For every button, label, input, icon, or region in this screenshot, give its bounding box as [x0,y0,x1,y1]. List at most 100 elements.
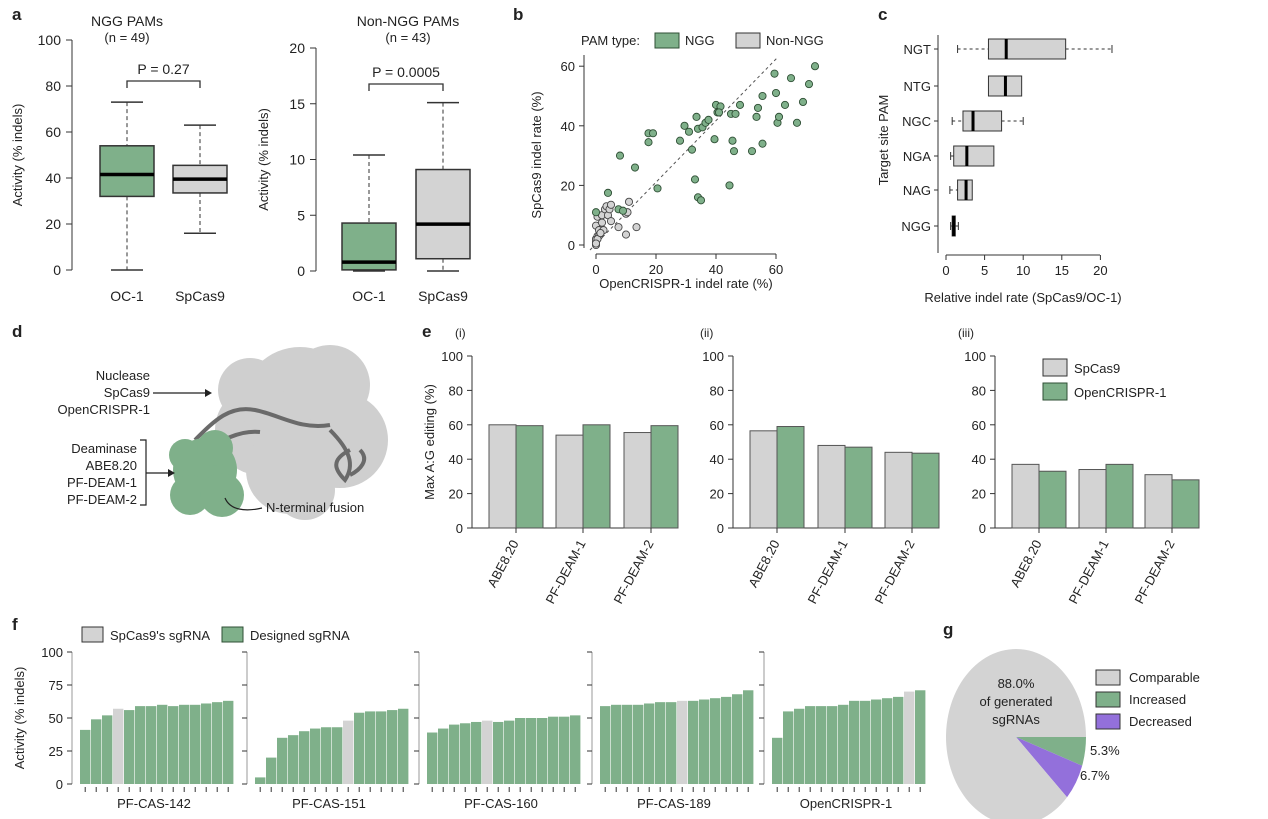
bar-designed-sgrna [460,723,471,784]
bar-designed-sgrna [354,712,365,784]
y-tick-label: 0 [979,521,986,536]
y-tick-label: 100 [41,645,63,660]
panel-letter-d: d [12,322,22,341]
bar-chart-f-1: 0 25 50 75 100 PF-CAS-142 Activity (% indels) S… [12,626,350,811]
deaminase-bracket [140,439,168,506]
point-ngg [591,208,601,217]
panel-letter-e: e [422,322,431,341]
deaminase-label: Deaminase [71,441,137,456]
x-tick-label: 5 [981,263,988,278]
point-ngg [770,69,779,78]
bar-designed-sgrna [805,706,816,784]
x-tick-label: 20 [649,262,663,277]
bar-designed-sgrna [849,700,860,784]
box-nga [953,145,995,167]
bar-designed-sgrna [157,704,168,784]
y-tick-label: 50 [49,711,63,726]
pie-chart: 88.0% of generated sgRNAs 5.3% 6.7% Comparabl… [946,649,1200,819]
y-tick-label: 25 [49,744,63,759]
point-ngg [644,138,653,147]
legend-swatch-ngg [654,32,680,49]
y-axis-label: Activity (% indels) [10,104,25,207]
bar-opencrispr [911,452,940,529]
legend-swatch-opencrispr [1042,382,1068,401]
point-ngg [690,175,700,184]
bar-designed-sgrna [893,696,904,784]
pam-label: NGC [902,114,931,129]
bar-designed-sgrna [827,706,838,784]
bar-designed-sgrna [124,710,135,784]
x-category-label: PF-DEAM-1 [1066,537,1112,606]
legend-label-increased: Increased [1129,692,1186,707]
x-tick-label: 10 [1016,263,1030,278]
bar-designed-sgrna [710,698,721,784]
nuclease-arrow-head [205,389,212,397]
panel-letter-f: f [12,615,18,634]
box-ngt [987,38,1067,60]
box-plot-2: 0 5 10 15 20 Activity (% indels) Non-NGG PAMs(… [256,13,471,304]
bar-designed-sgrna [548,716,559,784]
significance-bracket [126,80,201,88]
x-category-label: SpCas9 [175,288,225,304]
legend-label-ngg: NGG [685,33,715,48]
legend-swatch-decreased [1095,713,1121,730]
y-tick-label: 60 [561,59,575,74]
bar-designed-sgrna [438,728,449,784]
subpanel-label: (ii) [700,326,713,340]
bar-designed-sgrna [688,700,699,784]
bar-spcas9 [1078,469,1107,529]
panel-letter-g: g [943,620,953,639]
y-tick-label: 40 [710,452,724,467]
fusion-connector [224,497,263,511]
nuclease-spcas9: SpCas9 [104,385,150,400]
deaminase-abe: ABE8.20 [86,458,137,473]
bar-designed-sgrna [80,729,91,784]
y-tick-label: 0 [297,263,305,279]
point-ngg [630,163,640,172]
y-tick-label: 100 [38,32,62,48]
y-tick-label: 0 [56,777,63,792]
bar-designed-sgrna [332,727,343,784]
point-ngg [731,109,740,118]
point-non-ngg [606,217,616,226]
y-tick-label: 80 [710,383,724,398]
legend-swatch-comparable [1095,669,1121,686]
point-ngg [729,147,739,156]
point-non-ngg [632,223,641,232]
point-ngg [758,139,767,148]
horizontal-box-plot: 0 5 10 15 20 Relative indel rate (SpCas9/OC-1… [876,35,1122,305]
bar-designed-sgrna [600,706,611,784]
y-tick-label: 100 [964,349,986,364]
bar-designed-sgrna [387,710,398,784]
bar-chart-e-2: (ii) 0 20 40 60 80 100 ABE8.20 PF-DEAM-1 PF-DEAM-… [700,326,940,606]
bar-designed-sgrna [493,721,504,784]
bar-designed-sgrna [504,720,515,784]
bar-spcas9 [884,451,913,529]
x-axis-label: OpenCRISPR-1 indel rate (%) [599,276,772,291]
bar-chart-e-1: (i) 0 20 40 60 80 100 ABE8.20 PF-DEAM-1 PF-DEAM-2… [422,326,679,606]
point-non-ngg [606,200,616,209]
x-category-label: PF-DEAM-1 [805,537,851,606]
p-value-label: P = 0.0005 [372,64,440,80]
pam-label: NAG [903,183,931,198]
bar-designed-sgrna [190,704,201,784]
bar-designed-sgrna [321,727,332,784]
y-axis-label: Max A:G editing (%) [422,384,437,500]
y-axis-label: SpCas9 indel rate (%) [529,91,544,218]
legend-label-comparable: Comparable [1129,670,1200,685]
deaminase-arrow-head [168,469,175,477]
subplot-label: PF-CAS-151 [292,796,366,811]
y-tick-label: 40 [449,452,463,467]
legend-swatch-designed-sgrna [221,626,244,643]
box-ngc [962,110,1003,132]
bar-designed-sgrna [310,728,321,784]
bar-designed-sgrna [135,706,146,784]
chart-title: NGG PAMs [91,13,163,29]
bar-opencrispr [776,426,805,529]
point-non-ngg [597,218,607,227]
bar-spcas9 [817,444,846,529]
bar-designed-sgrna [611,704,622,784]
bar-designed-sgrna [794,708,805,784]
panel-letter-b: b [513,5,523,24]
decreased-percent: 6.7% [1080,768,1110,783]
